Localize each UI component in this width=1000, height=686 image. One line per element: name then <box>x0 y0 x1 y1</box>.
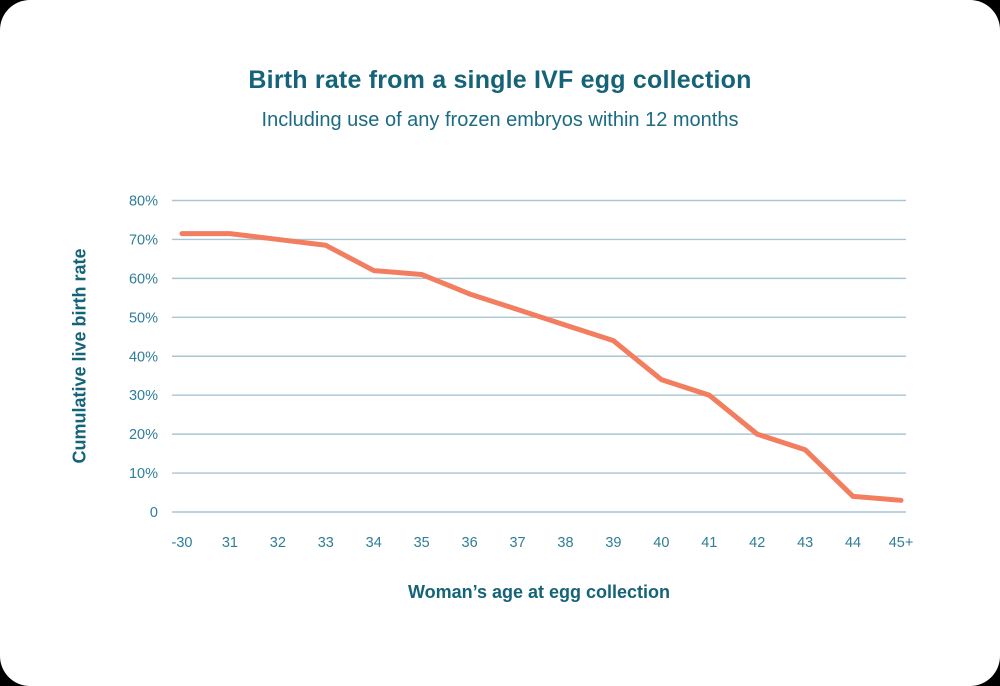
x-tick-label: 36 <box>462 535 478 551</box>
birth-rate-line <box>179 231 904 503</box>
y-tick-label: 70% <box>129 232 158 248</box>
x-tick-label: 31 <box>222 535 238 551</box>
x-tick-label: 38 <box>557 535 573 551</box>
y-tick-label: 40% <box>129 349 158 365</box>
y-tick-label: 60% <box>129 271 158 287</box>
y-tick-label: 80% <box>129 194 158 210</box>
x-tick-label: 34 <box>366 535 382 551</box>
x-tick-label: 35 <box>414 535 430 551</box>
x-tick-label: 43 <box>797 535 813 551</box>
chart-title: Birth rate from a single IVF egg collect… <box>248 66 752 94</box>
x-tick-label: 44 <box>845 535 861 551</box>
x-axis-title: Woman’s age at egg collection <box>407 582 671 602</box>
x-tick-label: 45+ <box>889 535 914 551</box>
y-tick-label: 20% <box>129 427 158 443</box>
x-tick-label: 40 <box>653 535 669 551</box>
x-tick-label: 42 <box>749 535 765 551</box>
x-tick-label: 37 <box>509 535 525 551</box>
y-tick-label: 0 <box>150 505 158 521</box>
y-tick-label: 10% <box>129 466 158 482</box>
x-tick-label: 32 <box>270 535 286 551</box>
x-tick-label: -30 <box>172 535 193 551</box>
y-tick-label: 50% <box>129 310 158 326</box>
y-tick-label: 30% <box>129 388 158 404</box>
x-tick-label: 39 <box>605 535 621 551</box>
x-tick-label: 33 <box>318 535 334 551</box>
x-tick-label: 41 <box>701 535 717 551</box>
chart-subtitle: Including use of any frozen embryos with… <box>261 109 739 131</box>
